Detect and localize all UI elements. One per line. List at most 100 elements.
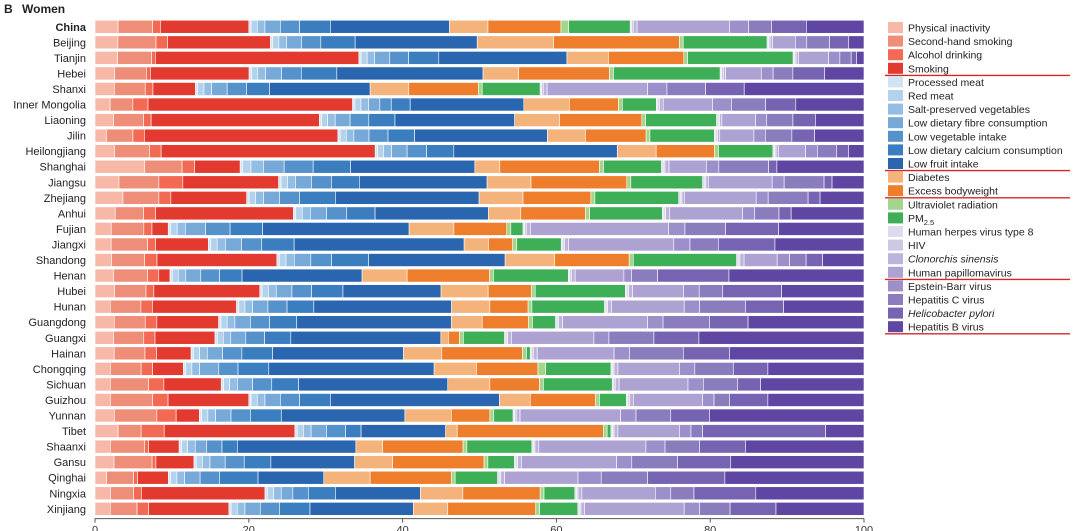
bar-segment-low-vegetable-intake	[368, 128, 389, 143]
bar-segment-hepatitis-b-virus	[781, 284, 865, 298]
bar-segment-red-meat	[195, 455, 203, 469]
bar-row-beijing	[94, 35, 865, 50]
legend-swatch	[888, 76, 903, 88]
bar-segment-clonorchis-sinensis	[615, 377, 620, 392]
bar-segment-salt-preserved-vegetables	[273, 486, 282, 501]
category-label-gansu: Gansu	[54, 457, 86, 469]
bar-segment-processed-meat	[270, 35, 274, 50]
bar-segment-human-papillomavirus	[668, 159, 707, 174]
bar-segment-alcohol-drinking	[151, 455, 157, 469]
bar-segment-alcohol-drinking	[155, 35, 168, 50]
bar-segment-alcohol-drinking	[143, 222, 153, 236]
bar-row-inner-mongolia	[94, 97, 865, 112]
legend-item-low-dietary-calcium-consumption: Low dietary calcium consumption	[888, 144, 1063, 157]
bar-segment-smoking	[156, 253, 278, 267]
category-label-shaanxi: Shaanxi	[46, 442, 86, 454]
bar-area	[94, 19, 865, 516]
bar-segment-second-hand-smoking	[110, 362, 142, 376]
bar-segment-low-dietary-fibre-consumption	[211, 82, 228, 96]
bar-segment-second-hand-smoking	[117, 35, 157, 50]
bar-segment-smoking	[155, 455, 195, 469]
bar-segment-hepatitis-c-virus	[767, 191, 809, 205]
legend-label: Processed meat	[908, 77, 984, 89]
bar-row-hainan	[94, 346, 865, 361]
bar-segment-low-vegetable-intake	[349, 113, 370, 127]
bar-segment-ultraviolet-radiation	[537, 362, 546, 376]
bar-segment-salt-preserved-vegetables	[256, 393, 266, 407]
bar-segment-excess-bodyweight	[489, 299, 529, 314]
legend-label: Smoking	[908, 63, 949, 75]
bar-segment-diabetes	[323, 470, 371, 485]
bar-row-liaoning	[94, 113, 865, 127]
bar-segment-hepatitis-c-virus	[703, 377, 739, 392]
bar-segment-red-meat	[230, 502, 238, 516]
bar-segment-human-papillomavirus	[546, 82, 648, 96]
bar-segment-smoking	[175, 408, 200, 423]
bar-segment-smoking	[163, 424, 296, 438]
bar-segment-helicobacter-pylori	[693, 486, 757, 501]
bar-segment-ultraviolet-radiation	[506, 222, 512, 236]
bar-segment-low-dietary-calcium-consumption	[320, 35, 356, 50]
bar-segment-processed-meat	[248, 66, 252, 81]
bar-segment-diabetes	[369, 82, 410, 96]
bar-segment-hepatitis-c-virus	[662, 315, 710, 330]
bar-segment-excess-bodyweight	[530, 175, 628, 190]
bar-segment-low-dietary-fibre-consumption	[368, 97, 381, 112]
bar-segment-pm2-5	[594, 191, 680, 205]
legend-swatch	[888, 144, 903, 156]
bar-segment-ultraviolet-radiation	[530, 284, 536, 298]
bar-segment-low-vegetable-intake	[281, 66, 302, 81]
legend-swatch	[888, 171, 903, 183]
category-label-shanxi: Shanxi	[52, 84, 86, 96]
bar-segment-hepatitis-b-virus	[698, 330, 865, 345]
bar-segment-low-vegetable-intake	[280, 393, 300, 407]
bar-row-tibet	[94, 424, 865, 438]
bar-segment-low-vegetable-intake	[206, 439, 223, 454]
bar-segment-human-papillomavirus	[719, 128, 755, 143]
legend-swatch	[888, 280, 903, 292]
bar-segment-salt-preserved-vegetables	[256, 19, 266, 34]
bar-segment-hepatitis-c-virus	[635, 408, 672, 423]
bar-segment-second-hand-smoking	[114, 408, 158, 423]
bar-segment-low-vegetable-intake	[379, 97, 392, 112]
legend-item-low-fruit-intake: Low fruit intake	[888, 158, 979, 171]
bar-segment-hepatitis-b-virus	[825, 424, 865, 438]
bar-segment-salt-preserved-vegetables	[237, 502, 246, 516]
bar-segment-ultraviolet-radiation	[535, 502, 540, 516]
bar-segment-excess-bodyweight	[559, 113, 643, 127]
bar-segment-alcohol-drinking	[147, 268, 160, 283]
bar-segment-red-meat	[267, 486, 274, 501]
bar-segment-salt-preserved-vegetables	[191, 362, 200, 376]
bar-row-sichuan	[94, 377, 865, 392]
legend-item-red-meat: Red meat	[888, 90, 954, 103]
legend-swatch	[888, 185, 903, 197]
bar-segment-processed-meat	[193, 455, 197, 469]
bar-segment-ultraviolet-radiation	[560, 19, 570, 34]
bar-segment-hepatitis-c-virus	[713, 393, 730, 407]
bar-segment-low-dietary-fibre-consumption	[244, 502, 261, 516]
bar-segment-helicobacter-pylori	[729, 393, 769, 407]
bar-segment-hepatitis-c-virus	[754, 206, 780, 221]
bar-segment-physical-inactivity	[94, 82, 115, 96]
bar-segment-second-hand-smoking	[114, 144, 150, 158]
bar-row-jilin	[94, 128, 865, 143]
bar-segment-hepatitis-c-virus	[789, 253, 807, 267]
bar-segment-clonorchis-sinensis	[629, 393, 634, 407]
bar-segment-clonorchis-sinensis	[628, 284, 633, 298]
bar-segment-hepatitis-b-virus	[767, 393, 865, 407]
bar-segment-low-vegetable-intake	[218, 362, 239, 376]
bar-segment-clonorchis-sinensis	[500, 470, 505, 485]
bar-segment-ultraviolet-radiation	[528, 315, 533, 330]
bar-segment-processed-meat	[374, 144, 378, 158]
bar-segment-physical-inactivity	[94, 284, 115, 298]
bar-segment-alcohol-drinking	[156, 408, 177, 423]
bar-segment-diabetes	[440, 330, 449, 345]
bar-segment-low-dietary-calcium-consumption	[387, 128, 415, 143]
bar-segment-excess-bodyweight	[487, 19, 562, 34]
bar-segment-low-dietary-calcium-consumption	[299, 19, 331, 34]
legend-label: Low fruit intake	[908, 159, 979, 171]
bar-segment-processed-meat	[319, 113, 322, 127]
bar-segment-red-meat	[354, 97, 362, 112]
bar-segment-epstein-barr-virus	[593, 330, 610, 345]
bar-segment-smoking	[160, 144, 376, 158]
